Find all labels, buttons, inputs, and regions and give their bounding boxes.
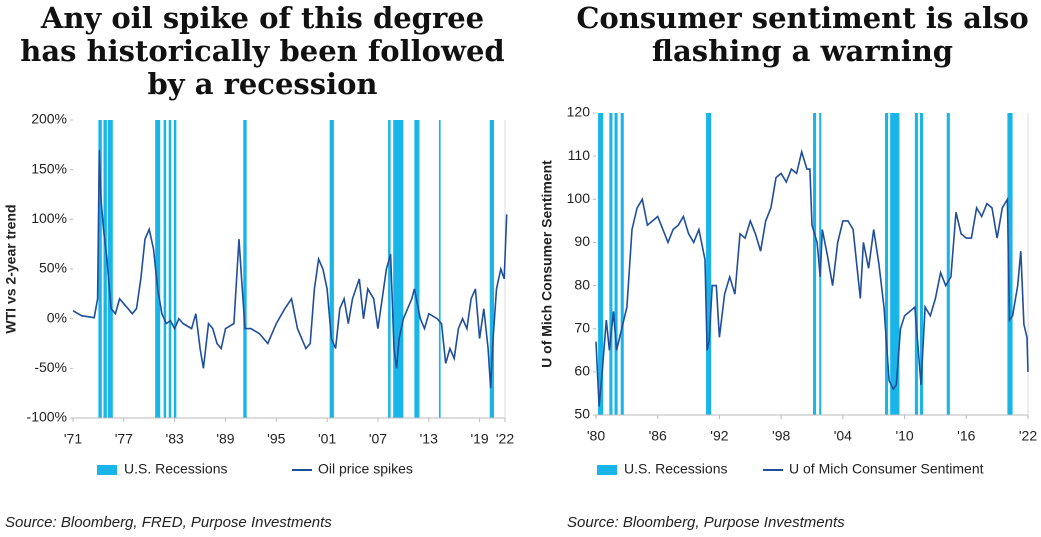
y-tick-label: 100% <box>31 210 67 226</box>
y-tick-label: 120 <box>567 104 591 120</box>
x-tick-label: '16 <box>957 428 975 444</box>
recession-bar <box>163 120 167 418</box>
x-tick-label: '86 <box>649 428 667 444</box>
recession-bar <box>414 120 420 418</box>
x-tick-label: '04 <box>834 428 852 444</box>
recession-bar <box>609 113 613 415</box>
x-tick-label: '22 <box>1019 428 1037 444</box>
y-tick-label: 200% <box>31 111 67 127</box>
recession-bar <box>438 120 441 418</box>
x-tick-label: '80 <box>587 428 605 444</box>
x-tick-label: '71 <box>64 431 82 447</box>
x-tick-label: '83 <box>166 431 184 447</box>
recession-bar <box>620 113 624 415</box>
recession-bar <box>329 120 334 418</box>
y-tick-label: 110 <box>568 147 591 163</box>
recession-bar <box>1007 113 1013 415</box>
recession-bar <box>706 113 712 415</box>
y-tick-label: 50% <box>39 260 67 276</box>
y-tick-label: 60 <box>574 363 590 379</box>
legend-label: U.S. Recessions <box>624 461 727 477</box>
x-tick-label: '92 <box>710 428 728 444</box>
chart-title: Any oil spike of this degree has histori… <box>20 1 505 101</box>
x-tick-label: '07 <box>369 431 387 447</box>
recession-bar <box>489 120 494 418</box>
recession-bar <box>243 120 247 418</box>
y-tick-label: 70 <box>574 319 590 335</box>
chart-title: Consumer sentiment is also flashing a wa… <box>576 1 1029 68</box>
recession-bar <box>920 113 924 415</box>
recession-bar <box>388 120 391 418</box>
data-line <box>72 149 508 389</box>
x-tick-label: '89 <box>216 431 234 447</box>
recession-bar <box>155 120 161 418</box>
recession-bar <box>614 113 618 415</box>
legend-label: U.S. Recessions <box>124 461 227 477</box>
y-tick-label: 90 <box>574 233 590 249</box>
x-tick-label: '19 <box>470 431 488 447</box>
x-tick-label: '98 <box>772 428 790 444</box>
recession-bar <box>103 120 107 418</box>
y-tick-label: -50% <box>34 359 67 375</box>
y-tick-label: 100 <box>567 190 591 206</box>
y-axis-label: WTI vs 2-year trend <box>3 204 19 333</box>
x-tick-label: '95 <box>267 431 285 447</box>
recession-bar <box>890 113 900 415</box>
y-axis-label: U of Mich Consumer Sentiment <box>539 160 555 368</box>
legend-swatch <box>97 465 117 475</box>
recession-bar <box>393 120 404 418</box>
x-tick-label: '13 <box>420 431 438 447</box>
recession-bar <box>107 120 113 418</box>
recession-bar <box>173 120 177 418</box>
data-line <box>595 148 1029 407</box>
source: Source: Bloomberg, FRED, Purpose Investm… <box>5 514 332 531</box>
legend-label: U of Mich Consumer Sentiment <box>789 461 984 477</box>
recession-bar <box>813 113 817 415</box>
y-tick-label: 150% <box>31 160 67 176</box>
recession-bar <box>946 113 950 415</box>
x-tick-label: '10 <box>895 428 913 444</box>
x-tick-label: '01 <box>318 431 336 447</box>
x-tick-label: '77 <box>115 431 133 447</box>
legend-swatch <box>597 465 617 475</box>
recession-bar <box>914 113 918 415</box>
y-tick-label: -100% <box>27 409 67 425</box>
y-tick-label: 50 <box>574 406 590 422</box>
recession-bar <box>168 120 172 418</box>
y-tick-label: 80 <box>574 276 590 292</box>
legend-label: Oil price spikes <box>318 461 413 477</box>
y-tick-label: 0% <box>47 309 67 325</box>
recession-bar <box>598 113 604 415</box>
source: Source: Bloomberg, Purpose Investments <box>567 514 845 531</box>
recession-bar <box>98 120 102 418</box>
x-tick-label: '22 <box>496 431 514 447</box>
recession-bar <box>885 113 889 415</box>
